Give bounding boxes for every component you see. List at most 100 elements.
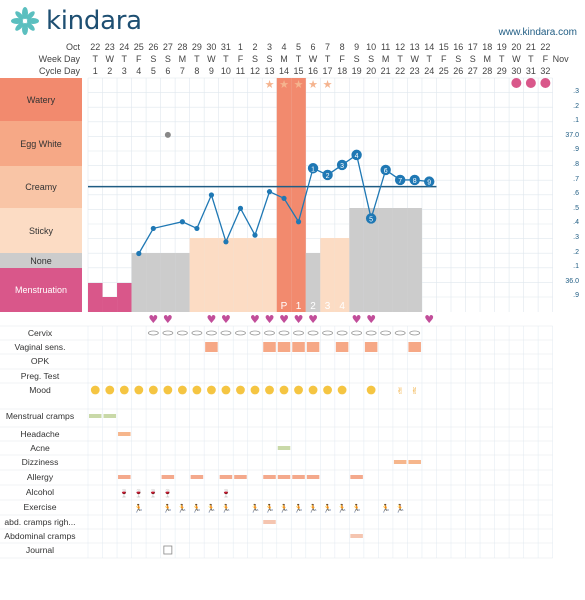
header-cycle-days-cell[interactable]: 9 bbox=[208, 66, 214, 76]
header-dates-cell[interactable]: 22 bbox=[90, 42, 101, 52]
header-cycle-days-cell[interactable]: 22 bbox=[395, 66, 406, 76]
header-weekdays-cell[interactable]: S bbox=[469, 54, 476, 64]
header-cycle-days-cell[interactable]: 30 bbox=[511, 66, 522, 76]
header-dates-cell[interactable]: 21 bbox=[525, 42, 536, 52]
header-cycle-days-cell[interactable]: 7 bbox=[179, 66, 185, 76]
header-weekdays-cell[interactable]: W bbox=[105, 54, 115, 64]
header-dates-cell[interactable]: 20 bbox=[511, 42, 522, 52]
header-dates-cell[interactable]: 2 bbox=[252, 42, 258, 52]
header-dates-cell[interactable]: 9 bbox=[354, 42, 360, 52]
header-weekdays-cell[interactable]: T bbox=[528, 54, 534, 64]
header-weekdays-cell[interactable]: S bbox=[164, 54, 171, 64]
header-cycle-days-cell[interactable]: 24 bbox=[424, 66, 435, 76]
symptom-row-label[interactable]: Mood bbox=[29, 385, 51, 395]
header-weekdays-cell[interactable]: F bbox=[237, 54, 244, 64]
header-weekdays-cell[interactable]: W bbox=[512, 54, 521, 64]
header-weekdays-cell[interactable]: T bbox=[121, 54, 128, 64]
header-cycle-days-cell[interactable]: 29 bbox=[496, 66, 507, 76]
header-cycle-days-cell[interactable]: 13 bbox=[264, 66, 275, 76]
header-dates-cell[interactable]: 1 bbox=[237, 42, 243, 52]
header-dates-cell[interactable]: 28 bbox=[177, 42, 188, 52]
symptom-row-label[interactable]: Menstrual cramps bbox=[5, 411, 75, 421]
header-dates-cell[interactable]: 25 bbox=[133, 42, 144, 52]
symptom-row-label[interactable]: Acne bbox=[30, 443, 50, 453]
header-cycle-days-cell[interactable]: 4 bbox=[136, 66, 142, 76]
header-weekdays-cell[interactable]: T bbox=[295, 54, 302, 64]
header-dates-cell[interactable]: 14 bbox=[424, 42, 435, 52]
header-weekdays-cell[interactable]: M bbox=[381, 54, 390, 64]
symptom-row-label[interactable]: Vaginal sens. bbox=[14, 342, 66, 352]
header-dates-cell[interactable]: 23 bbox=[104, 42, 115, 52]
header-dates-cell[interactable]: 4 bbox=[281, 42, 287, 52]
symptom-row-label[interactable]: Headache bbox=[20, 429, 60, 439]
header-dates-cell[interactable]: 15 bbox=[438, 42, 449, 52]
header-cycle-days-cell[interactable]: 25 bbox=[438, 66, 449, 76]
header-cycle-days-cell[interactable]: 27 bbox=[467, 66, 478, 76]
site-url[interactable]: www.kindara.com bbox=[498, 27, 577, 38]
header-cycle-days-cell[interactable]: 23 bbox=[409, 66, 420, 76]
header-dates-cell[interactable]: 6 bbox=[310, 42, 316, 52]
symptom-row-label[interactable]: OPK bbox=[30, 356, 50, 366]
symptom-row-label[interactable]: abd. cramps righ... bbox=[4, 517, 76, 527]
header-weekdays-cell[interactable]: F bbox=[542, 54, 549, 64]
header-cycle-days-cell[interactable]: 2 bbox=[107, 66, 113, 76]
header-weekdays-cell[interactable]: S bbox=[251, 54, 258, 64]
header-weekdays-cell[interactable]: F bbox=[440, 54, 447, 64]
header-dates-cell[interactable]: 7 bbox=[325, 42, 331, 52]
header-dates-cell[interactable]: 12 bbox=[395, 42, 406, 52]
header-cycle-days-cell[interactable]: 17 bbox=[322, 66, 333, 76]
header-weekdays-cell[interactable]: W bbox=[410, 54, 419, 64]
header-cycle-days-cell[interactable]: 14 bbox=[278, 66, 289, 76]
symptom-row-label[interactable]: Abdominal cramps bbox=[4, 531, 76, 541]
header-cycle-days-cell[interactable]: 20 bbox=[366, 66, 377, 76]
symptom-row-label[interactable]: Alcohol bbox=[25, 487, 55, 497]
header-weekdays-cell[interactable]: F bbox=[339, 54, 345, 64]
header-weekdays-cell[interactable]: T bbox=[223, 54, 229, 64]
header-dates-cell[interactable]: 10 bbox=[366, 42, 377, 52]
header-cycle-days-cell[interactable]: 5 bbox=[150, 66, 156, 76]
header-cycle-days-cell[interactable]: 10 bbox=[220, 66, 231, 76]
header-cycle-days-cell[interactable]: 8 bbox=[194, 66, 200, 76]
header-weekdays-cell[interactable]: S bbox=[368, 54, 375, 64]
header-dates-cell[interactable]: 17 bbox=[467, 42, 478, 52]
header-dates-cell[interactable]: 24 bbox=[119, 42, 130, 52]
header-dates-cell[interactable]: 31 bbox=[220, 42, 231, 52]
header-cycle-days-cell[interactable]: 32 bbox=[540, 66, 551, 76]
header-dates-cell[interactable]: 26 bbox=[148, 42, 159, 52]
header-cycle-days-cell[interactable]: 1 bbox=[92, 66, 98, 76]
header-cycle-days-cell[interactable]: 28 bbox=[482, 66, 493, 76]
symptom-row-label[interactable]: Journal bbox=[25, 545, 55, 555]
header-weekdays-cell[interactable]: T bbox=[499, 54, 505, 64]
header-weekdays-cell[interactable]: M bbox=[178, 54, 187, 64]
header-dates-cell[interactable]: 19 bbox=[496, 42, 507, 52]
header-dates-cell[interactable]: 18 bbox=[482, 42, 493, 52]
header-weekdays-cell[interactable]: T bbox=[426, 54, 432, 64]
header-cycle-days-cell[interactable]: 31 bbox=[525, 66, 536, 76]
header-dates-cell[interactable]: 16 bbox=[453, 42, 464, 52]
header-dates-cell[interactable]: 5 bbox=[296, 42, 302, 52]
header-weekdays-cell[interactable]: S bbox=[455, 54, 462, 64]
header-weekdays-cell[interactable]: W bbox=[207, 54, 216, 64]
header-weekdays-cell[interactable]: S bbox=[266, 54, 273, 64]
header-weekdays-cell[interactable]: M bbox=[483, 54, 492, 64]
symptom-row-label[interactable]: Exercise bbox=[23, 502, 57, 512]
header-dates-cell[interactable]: 8 bbox=[339, 42, 345, 52]
header-weekdays-cell[interactable]: S bbox=[353, 54, 360, 64]
header-dates-cell[interactable]: 22 bbox=[540, 42, 551, 52]
header-dates-cell[interactable]: 27 bbox=[162, 42, 173, 52]
header-dates-cell[interactable]: 11 bbox=[380, 42, 391, 52]
header-weekdays-cell[interactable]: F bbox=[136, 54, 142, 64]
header-cycle-days-cell[interactable]: 21 bbox=[380, 66, 391, 76]
header-dates-cell[interactable]: 13 bbox=[409, 42, 420, 52]
header-weekdays-cell[interactable]: T bbox=[324, 54, 331, 64]
header-cycle-days-cell[interactable]: 26 bbox=[453, 66, 464, 76]
header-dates-cell[interactable]: 3 bbox=[266, 42, 272, 52]
header-dates-cell[interactable]: 30 bbox=[206, 42, 217, 52]
header-cycle-days-cell[interactable]: 18 bbox=[337, 66, 348, 76]
header-weekdays-cell[interactable]: T bbox=[194, 54, 200, 64]
symptom-row-label[interactable]: Cervix bbox=[27, 328, 53, 338]
header-cycle-days-cell[interactable]: 15 bbox=[293, 66, 304, 76]
symptom-row-label[interactable]: Dizziness bbox=[21, 457, 59, 467]
symptom-row-label[interactable]: Allergy bbox=[26, 472, 54, 482]
header-weekdays-cell[interactable]: W bbox=[308, 54, 318, 64]
